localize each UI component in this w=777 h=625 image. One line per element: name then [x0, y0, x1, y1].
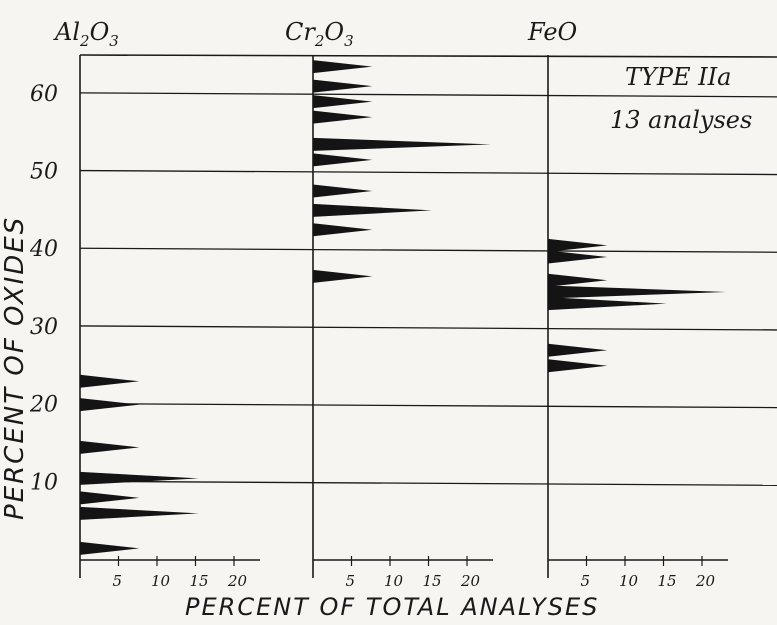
spike-Cr2O3-0	[313, 269, 373, 283]
y-tick-label-50: 50	[30, 160, 58, 185]
x-axis-label: PERCENT OF TOTAL ANALYSES	[185, 593, 599, 621]
x-tick-label-FeO-5: 5	[581, 572, 591, 590]
gridline-y-40	[79, 247, 777, 253]
chart-panels: 5 10 15 20 5 10 15 20 5 10 15 20	[79, 55, 728, 590]
annotation-count: 13 analyses	[610, 106, 752, 134]
gridline-y-50	[79, 169, 777, 176]
x-tick-label-Al2O3-15: 15	[190, 572, 209, 590]
spike-Al2O3-3	[80, 471, 199, 485]
spike-Cr2O3-6	[313, 110, 373, 124]
x-tick-label-FeO-20: 20	[695, 572, 716, 590]
gridline-y-30	[79, 325, 777, 331]
chart-texts: 10 20 30 40 50 60 Al2O3 Cr2O3 FeO TYPE IIa 13 anal…	[0, 18, 752, 621]
spike-Cr2O3-9	[313, 60, 373, 74]
spike-Cr2O3-5	[313, 137, 491, 151]
spike-Al2O3-4	[80, 440, 140, 454]
panel-FeO: 5 10 15 20	[547, 55, 728, 590]
panel-label-Cr2O3: Cr2O3	[285, 18, 354, 50]
spike-FeO-2	[548, 297, 667, 311]
panel-Cr2O3: 5 10 15 20	[312, 55, 493, 590]
gridline-y-60	[79, 92, 777, 98]
x-tick-label-FeO-15: 15	[658, 572, 677, 590]
panel-Al2O3: 5 10 15 20	[79, 55, 260, 590]
top-border	[79, 54, 777, 58]
spike-Cr2O3-8	[313, 79, 373, 93]
panel-label-FeO: FeO	[527, 18, 578, 46]
y-tick-label-40: 40	[29, 237, 58, 262]
spike-Cr2O3-3	[313, 184, 373, 198]
x-tick-label-Cr2O3-5: 5	[346, 572, 356, 590]
x-tick-label-FeO-10: 10	[619, 572, 639, 590]
spike-Al2O3-1	[80, 506, 199, 520]
spike-Cr2O3-1	[313, 223, 373, 237]
y-tick-label-60: 60	[30, 82, 58, 107]
x-tick-label-Al2O3-10: 10	[151, 572, 171, 590]
spike-Al2O3-0	[80, 541, 140, 555]
spike-FeO-0	[548, 359, 608, 373]
x-tick-label-Al2O3-5: 5	[113, 572, 123, 590]
x-tick-label-Cr2O3-15: 15	[423, 572, 442, 590]
spike-FeO-1	[548, 343, 608, 357]
x-tick-label-Al2O3-20: 20	[227, 572, 248, 590]
gridline-y-20	[79, 402, 777, 409]
annotation-type: TYPE IIa	[625, 63, 731, 91]
y-axis-label: PERCENT OF OXIDES	[0, 216, 30, 520]
y-tick-label-30: 30	[30, 315, 58, 340]
spike-Al2O3-5	[80, 398, 140, 412]
spike-Al2O3-2	[80, 491, 140, 505]
gridline-y-10	[79, 480, 777, 486]
spike-FeO-6	[548, 238, 608, 252]
x-tick-label-Cr2O3-20: 20	[460, 572, 481, 590]
spike-Cr2O3-4	[313, 153, 373, 167]
y-tick-label-20: 20	[29, 393, 58, 418]
spike-Cr2O3-2	[313, 203, 432, 217]
spike-FeO-3	[548, 285, 726, 299]
x-tick-label-Cr2O3-10: 10	[384, 572, 404, 590]
spike-Cr2O3-7	[313, 95, 373, 109]
spike-FeO-4	[548, 273, 608, 287]
y-tick-label-10: 10	[30, 470, 58, 495]
spike-FeO-5	[548, 250, 608, 264]
chart-frame	[79, 54, 777, 486]
spike-Al2O3-6	[80, 374, 140, 388]
panel-label-Al2O3: Al2O3	[53, 18, 119, 50]
